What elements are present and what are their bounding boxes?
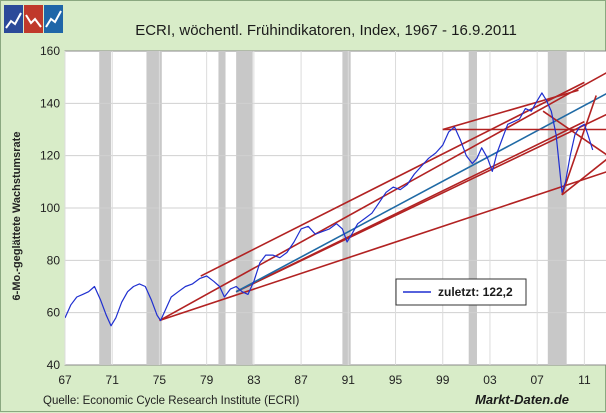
logo-mark-3 (45, 10, 62, 28)
series-lines (65, 92, 594, 327)
x-tick-label-4: 83 (247, 373, 261, 387)
y-tick-label-1: 60 (47, 306, 61, 320)
x-tick-label-9: 03 (483, 373, 497, 387)
y-tick-label-5: 140 (40, 96, 60, 110)
logo-tile-2 (24, 5, 43, 33)
x-tick-label-7: 95 (389, 373, 403, 387)
logo-mark-1 (5, 12, 22, 29)
x-tick-labels: 67 71 75 79 83 87 91 95 99 03 07 11 (58, 373, 591, 387)
x-tick-label-11: 11 (578, 373, 591, 387)
trend-line-2 (200, 81, 585, 277)
y-tick-label-0: 40 (47, 358, 61, 372)
trend-line-10 (561, 158, 606, 196)
chart-title: ECRI, wöchentl. Frühindikatoren, Index, … (135, 22, 517, 39)
trend-line-4 (235, 120, 585, 293)
x-tick-label-3: 79 (200, 373, 214, 387)
x-tick-label-0: 67 (58, 373, 72, 387)
x-tick-label-8: 99 (436, 373, 450, 387)
series-line-0 (65, 92, 594, 327)
legend: zuletzt: 122,2 (395, 278, 527, 306)
brand-text: Markt-Daten.de (475, 392, 569, 407)
trend-line-1 (159, 171, 606, 322)
y-axis-label: 6-Mo.-geglättete Wachstumsrate (11, 132, 23, 301)
x-tick-label-1: 71 (106, 373, 120, 387)
y-tick-label-4: 120 (40, 149, 60, 163)
legend-label: zuletzt: 122,2 (438, 285, 513, 299)
logo-tile-3 (44, 5, 63, 33)
trend-line-5 (235, 93, 606, 293)
y-tick-label-3: 100 (40, 201, 60, 215)
y-tick-labels: 40 60 80 100 120 140 160 (40, 44, 60, 372)
trend-line-7 (442, 89, 579, 131)
logo-mark-2 (25, 14, 42, 28)
y-tick-label-2: 80 (47, 253, 61, 267)
x-tick-label-2: 75 (153, 373, 167, 387)
x-tick-label-10: 07 (530, 373, 544, 387)
y-tick-label-6: 160 (40, 44, 60, 58)
trend-line-9 (561, 95, 597, 196)
logo-tile-1 (4, 5, 23, 33)
x-tick-label-6: 91 (342, 373, 356, 387)
markt-daten-logo (4, 5, 63, 33)
source-note: Quelle: Economic Cycle Research Institut… (43, 395, 299, 407)
x-tick-label-5: 87 (294, 373, 308, 387)
